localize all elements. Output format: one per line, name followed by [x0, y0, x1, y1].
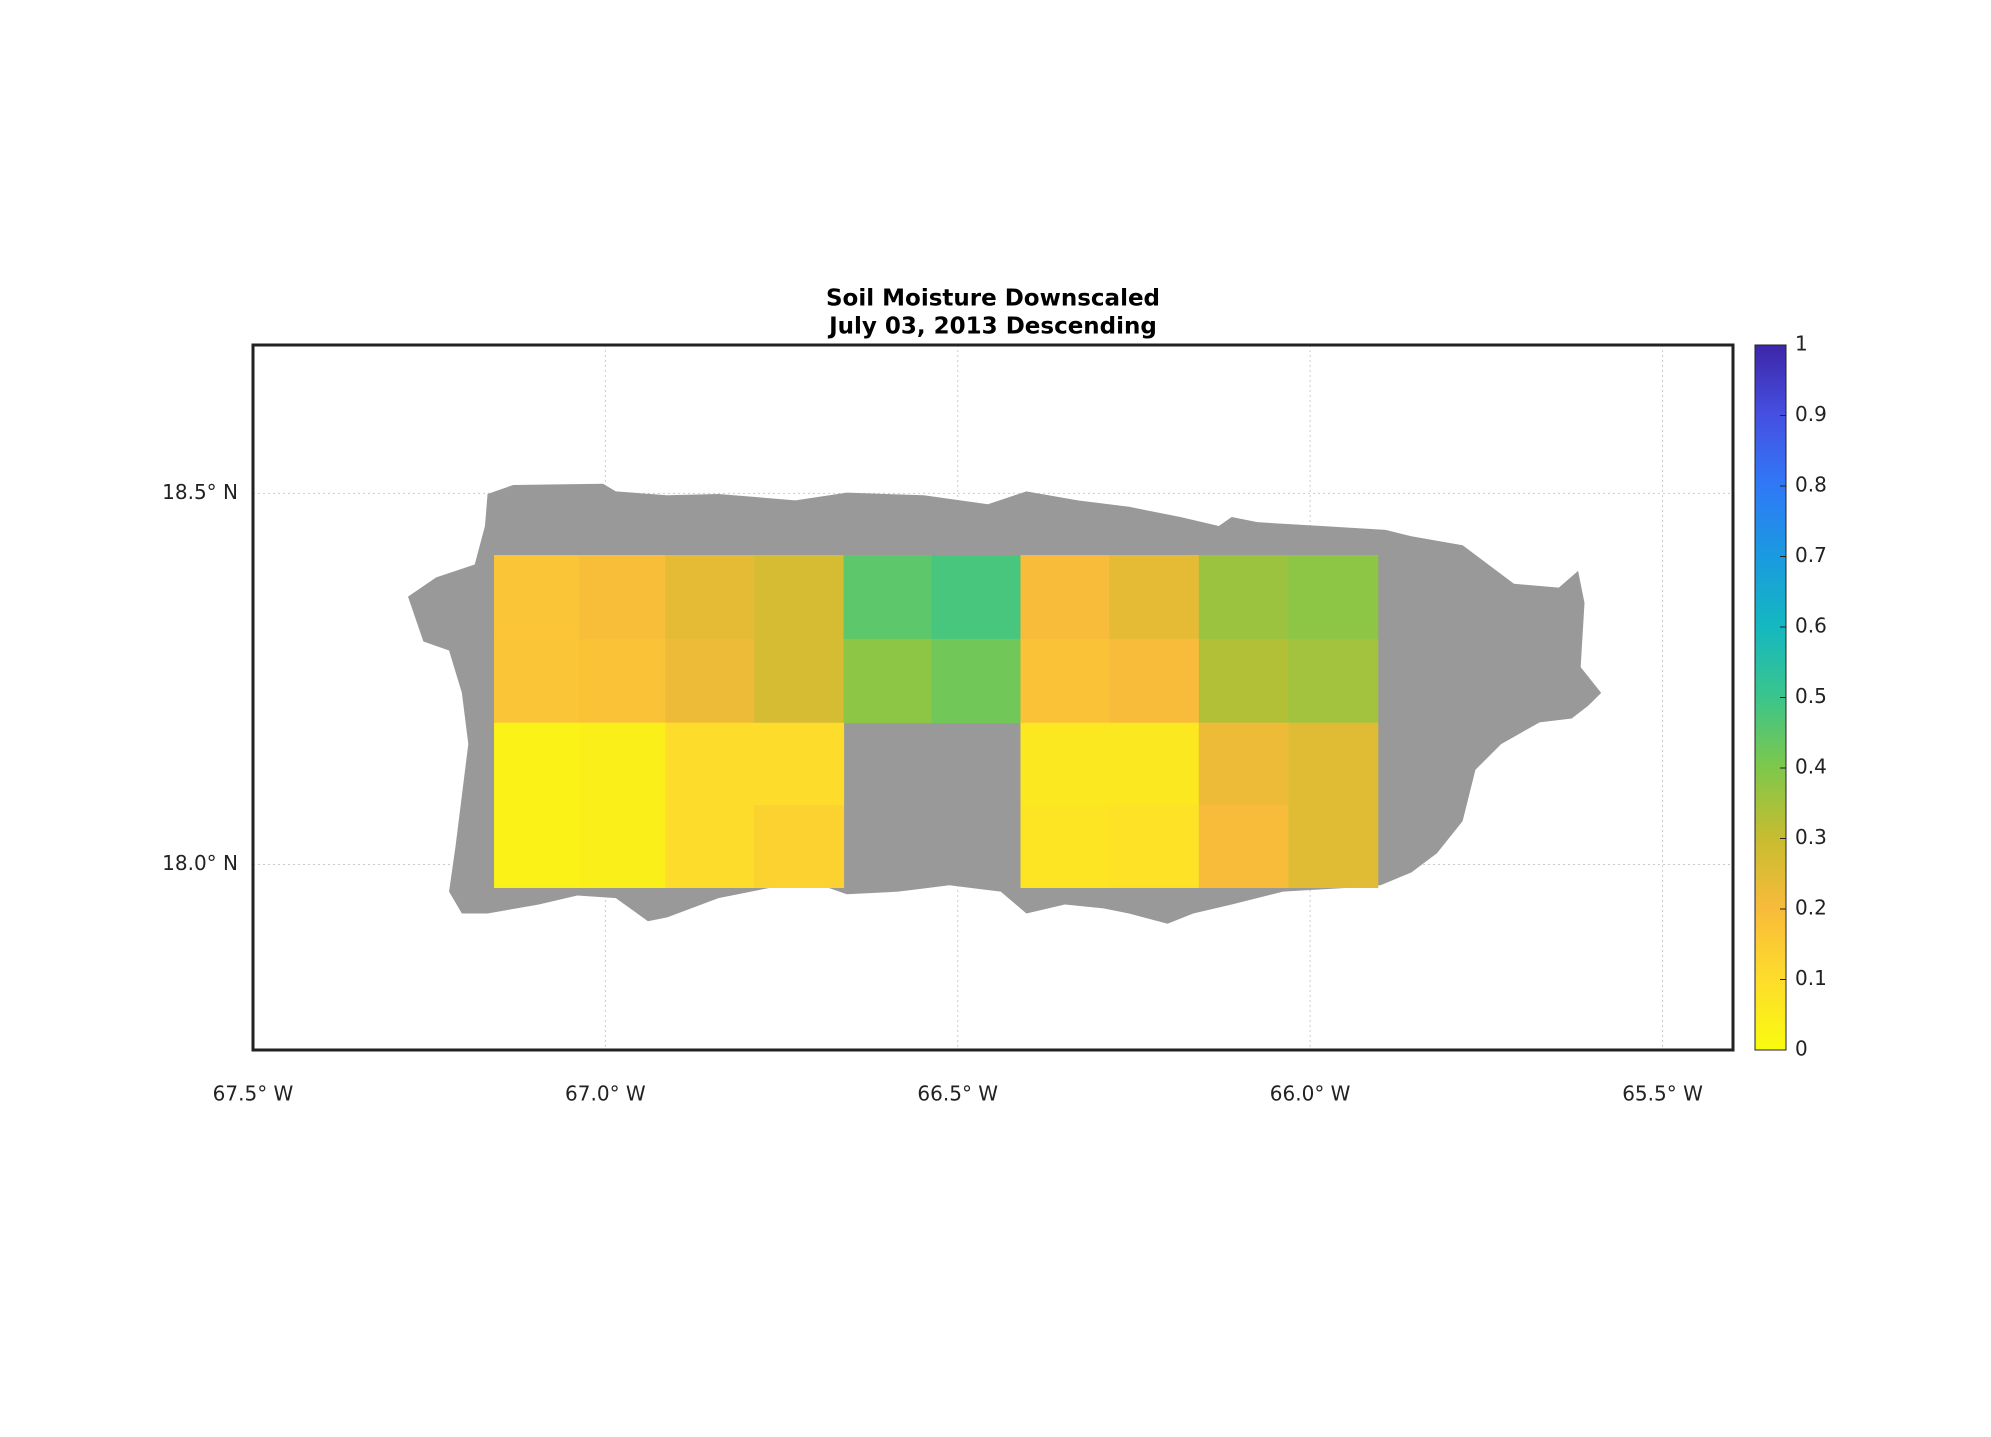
heat-cell [754, 722, 845, 806]
heat-cell [494, 555, 580, 640]
heat-cell [1198, 555, 1289, 640]
heat-cell [494, 638, 580, 724]
heat-cell [579, 555, 666, 640]
colorbar [1754, 344, 1787, 1051]
heat-cell [931, 555, 1021, 640]
y-tick-label: 18.5° N [162, 480, 238, 504]
cells [494, 555, 1379, 888]
heat-cell [1109, 805, 1200, 888]
heat-cell [1198, 722, 1289, 806]
heat-cell [579, 805, 666, 888]
heat-cell [1288, 722, 1379, 806]
heat-cell [1020, 638, 1110, 724]
y-tick-label: 18.0° N [162, 851, 238, 875]
heat-cell [665, 638, 755, 724]
x-tick-label: 67.0° W [565, 1082, 646, 1106]
colorbar-tick-label: 0.7 [1795, 543, 1827, 567]
heat-cell [494, 805, 580, 888]
heat-cell [665, 805, 755, 888]
heat-cell [1288, 638, 1379, 724]
plot-frame [251, 343, 1735, 1052]
colorbar-tick-label: 0.2 [1795, 896, 1827, 920]
x-tick-label: 66.0° W [1270, 1082, 1351, 1106]
chart-title: Soil Moisture Downscaled [826, 286, 1160, 312]
heat-cell [1288, 555, 1379, 640]
x-tick-label: 67.5° W [213, 1082, 294, 1106]
heat-cell [754, 638, 845, 724]
heat-cell [579, 722, 666, 806]
colorbar-tick-label: 0.4 [1795, 755, 1827, 779]
colorbar-ticks: 0 0.1 0.2 0.3 0.4 0.5 0.6 0.7 0.8 0.9 1 [1780, 332, 1827, 1061]
heat-cell [1198, 805, 1289, 888]
heat-cell [1288, 805, 1379, 888]
heat-cell [754, 805, 845, 888]
heat-cell [1109, 638, 1200, 724]
x-tick-label: 65.5° W [1622, 1082, 1703, 1106]
heat-cell [1109, 722, 1200, 806]
heat-cell [1020, 555, 1110, 640]
colorbar-tick-label: 0.3 [1795, 825, 1827, 849]
heat-cell [1198, 638, 1289, 724]
heat-cell [843, 638, 933, 724]
x-tick-label: 66.5° W [917, 1082, 998, 1106]
colorbar-tick-label: 0.1 [1795, 966, 1827, 990]
heat-cell [931, 638, 1021, 724]
heat-cell [1020, 805, 1110, 888]
heat-cell [754, 555, 845, 640]
colorbar-tick-label: 0.5 [1795, 684, 1827, 708]
heat-cell [1109, 555, 1200, 640]
colorbar-tick-label: 0.8 [1795, 473, 1827, 497]
colorbar-tick-label: 0.9 [1795, 402, 1827, 426]
heat-cell [494, 722, 580, 806]
colorbar-tick-label: 1 [1795, 332, 1808, 356]
heat-cell [665, 722, 755, 806]
chart-subtitle: July 03, 2013 Descending [827, 314, 1157, 340]
heat-cell [579, 638, 666, 724]
colorbar-tick-label: 0 [1795, 1037, 1808, 1061]
heat-cell [665, 555, 755, 640]
colorbar-tick-label: 0.6 [1795, 614, 1827, 638]
heat-cell [843, 555, 933, 640]
heat-cell [1020, 722, 1110, 806]
